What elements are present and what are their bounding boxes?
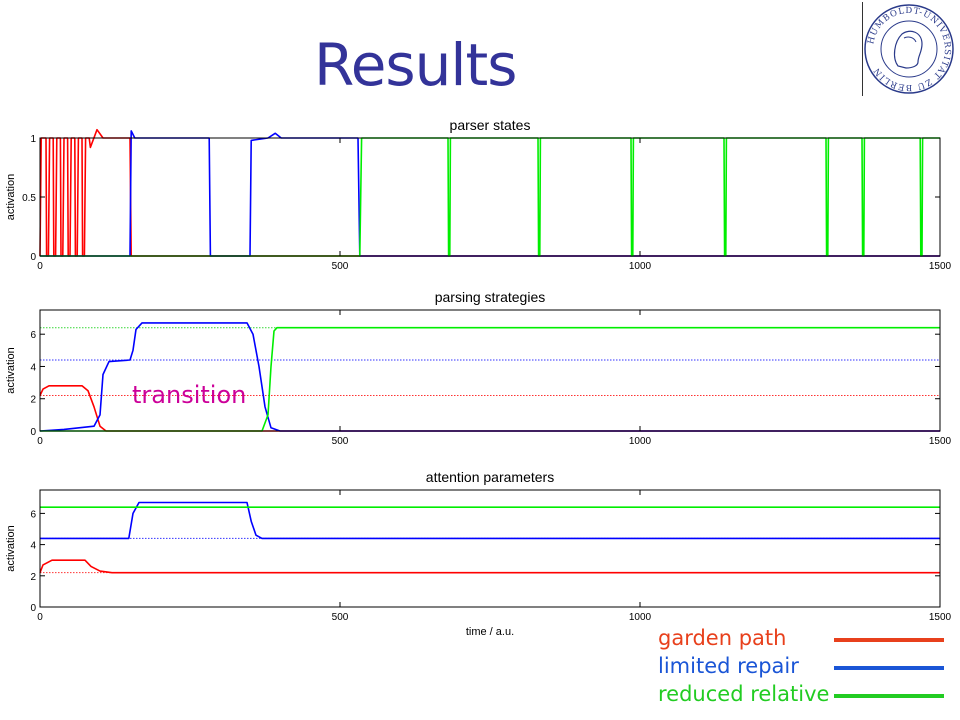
panel-2-series-2: [40, 326, 940, 432]
legend-item-garden-path: garden path: [658, 626, 786, 650]
panel-3-xtick-label-2: 1000: [629, 612, 652, 623]
panel-1-xtick-label-3: 1500: [929, 261, 952, 272]
panel-1-xtick-label-1: 500: [332, 261, 349, 272]
panel-3-xtick-label-1: 500: [332, 612, 349, 623]
legend-item-limited-repair: limited repair: [658, 654, 799, 678]
legend-item-reduced-relative: reduced relative: [658, 682, 829, 706]
panel-3-ylabel: activation: [5, 525, 17, 571]
legend-label-garden-path: garden path: [658, 626, 787, 650]
panel-1-series-1: [40, 130, 940, 257]
panel-1-ytick-label-2: 1: [30, 134, 36, 145]
panel-1-ytick-label-0: 0: [30, 252, 36, 263]
university-logo: HUMBOLDT-UNIVERSITÄT ZU BERLIN: [862, 2, 956, 96]
legend-line-limited-repair: [834, 666, 944, 670]
transition-annotation: transition: [132, 381, 247, 409]
panel-2-xtick-label-2: 1000: [629, 436, 652, 447]
panel-3-xtick-label-3: 1500: [929, 612, 952, 623]
logo-divider: [862, 2, 863, 96]
panel-3-ytick-label-1: 2: [30, 572, 36, 583]
panel-1-ytick-label-1: 0.5: [22, 193, 36, 204]
legend-line-reduced-relative: [834, 694, 944, 698]
panel-3-title: attention parameters: [426, 469, 554, 485]
logo-text: HUMBOLDT-UNIVERSITÄT ZU BERLIN: [866, 6, 951, 92]
legend-line-garden-path: [834, 638, 944, 642]
panel-2-title: parsing strategies: [435, 289, 546, 305]
legend-label-reduced-relative: reduced relative: [658, 682, 830, 706]
panel-2-xtick-label-0: 0: [37, 436, 43, 447]
panel-1-xtick-label-2: 1000: [629, 261, 652, 272]
legend-label-limited-repair: limited repair: [658, 654, 799, 678]
panel-1-xtick-label-0: 0: [37, 261, 43, 272]
panel-3-series-1: [40, 501, 940, 540]
panel-1-title: parser states: [450, 117, 531, 133]
panel-2-ylabel: activation: [5, 347, 17, 393]
panel-2-xtick-label-1: 500: [332, 436, 349, 447]
panel-2-ytick-label-3: 6: [30, 330, 36, 341]
panel-1-series-2: [40, 137, 940, 257]
panel-3-series-0: [39, 559, 940, 574]
panel-2-ytick-label-1: 2: [30, 395, 36, 406]
panel-3-frame: [39, 489, 941, 608]
slide-title: Results: [314, 31, 517, 99]
panel-1-frame: [39, 137, 941, 257]
panel-3-ytick-label-2: 4: [30, 541, 36, 552]
panel-2-ytick-label-2: 4: [30, 362, 36, 373]
panel-3-xlabel: time / a.u.: [466, 626, 514, 638]
panel-3-ytick-label-3: 6: [30, 509, 36, 520]
university-seal-icon: HUMBOLDT-UNIVERSITÄT ZU BERLIN: [864, 4, 954, 94]
panel-1-ylabel: activation: [5, 174, 17, 220]
panel-3-ytick-label-0: 0: [30, 603, 36, 614]
panel-2-frame: [39, 309, 941, 432]
panel-2-ytick-label-0: 0: [30, 427, 36, 438]
panel-2-series-0: [39, 385, 940, 432]
panel-2-series-1: [39, 322, 940, 432]
svg-text:HUMBOLDT-UNIVERSITÄT ZU BERLIN: HUMBOLDT-UNIVERSITÄT ZU BERLIN: [866, 6, 952, 92]
panel-3-xtick-label-0: 0: [37, 612, 43, 623]
panel-1-series-0: [39, 128, 940, 257]
panel-2-xtick-label-3: 1500: [929, 436, 952, 447]
